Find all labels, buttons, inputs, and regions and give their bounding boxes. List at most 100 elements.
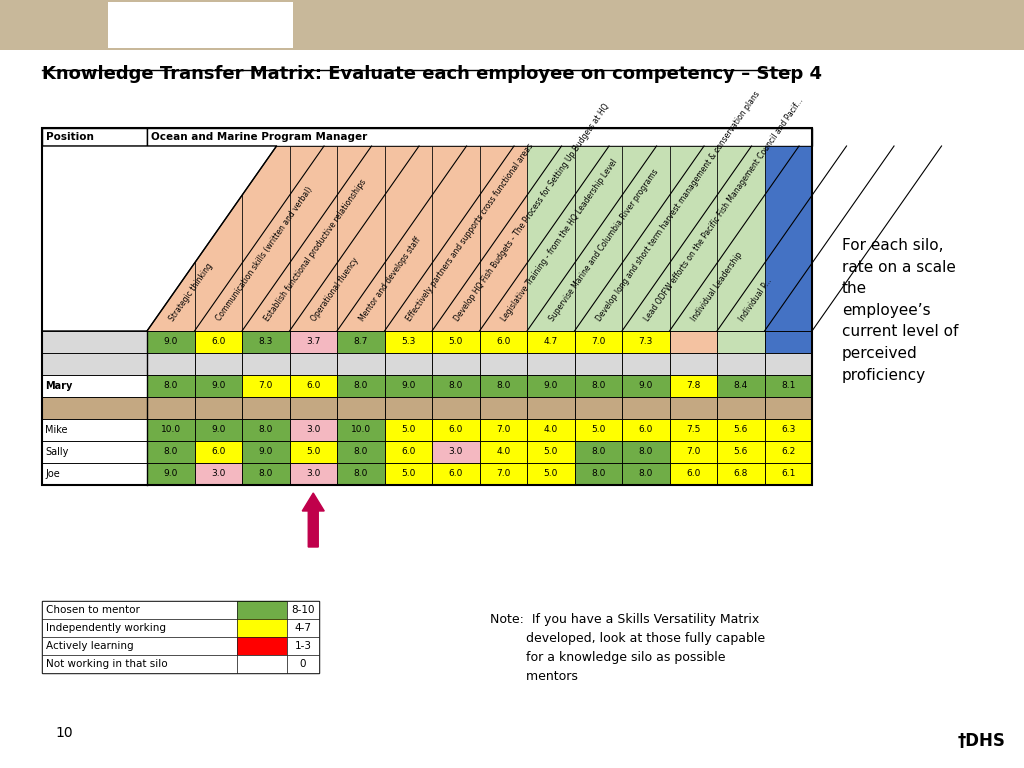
Text: 6.0: 6.0 <box>639 425 653 435</box>
Bar <box>717 146 765 331</box>
Bar <box>717 441 765 463</box>
Bar <box>574 397 622 419</box>
Bar <box>670 146 717 331</box>
Text: Ocean and Marine Program Manager: Ocean and Marine Program Manager <box>151 132 368 142</box>
Bar <box>337 353 384 375</box>
Text: 1-3: 1-3 <box>295 641 311 651</box>
Bar <box>479 397 527 419</box>
Text: 8.0: 8.0 <box>591 469 605 478</box>
Text: 8.0: 8.0 <box>353 469 368 478</box>
Text: 7.8: 7.8 <box>686 382 700 390</box>
Bar <box>384 331 432 353</box>
Text: Mary: Mary <box>45 381 73 391</box>
Text: 6.1: 6.1 <box>781 469 796 478</box>
Bar <box>147 441 195 463</box>
Bar <box>290 353 337 375</box>
Text: Legislative Training - from the HQ Leadership Level: Legislative Training - from the HQ Leade… <box>500 157 620 323</box>
Text: Chosen to mentor: Chosen to mentor <box>46 605 140 615</box>
Bar <box>42 419 147 441</box>
Text: 9.0: 9.0 <box>164 469 178 478</box>
Bar <box>765 463 812 485</box>
Bar <box>432 419 479 441</box>
Bar <box>765 331 812 353</box>
Bar <box>670 441 717 463</box>
Bar <box>384 146 432 331</box>
Bar <box>670 375 717 397</box>
Bar <box>42 128 147 146</box>
Bar <box>242 146 290 331</box>
Text: Mike: Mike <box>45 425 68 435</box>
Text: 9.0: 9.0 <box>544 382 558 390</box>
Text: 6.0: 6.0 <box>401 448 416 456</box>
Text: 8.0: 8.0 <box>639 448 653 456</box>
Bar <box>670 463 717 485</box>
Bar <box>622 353 670 375</box>
Bar <box>622 331 670 353</box>
Bar <box>479 463 527 485</box>
Bar <box>765 353 812 375</box>
Text: 5.0: 5.0 <box>401 469 416 478</box>
Bar <box>108 2 293 48</box>
Text: †DHS: †DHS <box>958 732 1006 750</box>
Text: 3.0: 3.0 <box>449 448 463 456</box>
Bar <box>287 601 319 619</box>
Bar <box>384 397 432 419</box>
Bar <box>42 397 147 419</box>
Bar <box>717 463 765 485</box>
Bar <box>147 353 195 375</box>
Text: Independently working: Independently working <box>46 623 166 633</box>
Bar <box>290 146 337 331</box>
Bar <box>290 419 337 441</box>
Text: 8.0: 8.0 <box>639 469 653 478</box>
Text: 10: 10 <box>55 726 73 740</box>
Text: 6.0: 6.0 <box>211 337 225 346</box>
Bar <box>717 331 765 353</box>
Text: 8.4: 8.4 <box>733 382 748 390</box>
Bar <box>527 397 574 419</box>
Bar <box>147 146 195 331</box>
Text: 8.0: 8.0 <box>353 382 368 390</box>
Bar <box>479 375 527 397</box>
Bar <box>384 419 432 441</box>
Text: Establish functional productive relationships: Establish functional productive relation… <box>262 177 368 323</box>
Text: 8.0: 8.0 <box>591 382 605 390</box>
Bar <box>717 353 765 375</box>
Text: 6.0: 6.0 <box>496 337 510 346</box>
Bar <box>147 419 195 441</box>
Text: 6.0: 6.0 <box>449 425 463 435</box>
Text: 9.0: 9.0 <box>639 382 653 390</box>
Text: 5.0: 5.0 <box>544 448 558 456</box>
Bar <box>765 375 812 397</box>
Bar <box>242 375 290 397</box>
Polygon shape <box>42 146 276 331</box>
Bar <box>42 463 147 485</box>
Text: 8.0: 8.0 <box>496 382 510 390</box>
Text: 5.0: 5.0 <box>306 448 321 456</box>
Text: 9.0: 9.0 <box>211 382 225 390</box>
Text: 6.0: 6.0 <box>686 469 700 478</box>
Bar <box>479 331 527 353</box>
Text: 5.6: 5.6 <box>733 448 748 456</box>
Bar <box>287 655 319 673</box>
Bar <box>670 353 717 375</box>
Text: 7.0: 7.0 <box>496 425 510 435</box>
Text: Develop long and short term harvest management & conservation plans: Develop long and short term harvest mana… <box>595 90 762 323</box>
Bar <box>42 601 237 619</box>
Text: 6.3: 6.3 <box>781 425 796 435</box>
Bar <box>242 441 290 463</box>
Bar <box>765 419 812 441</box>
Bar <box>479 419 527 441</box>
Bar <box>432 463 479 485</box>
Text: 9.0: 9.0 <box>164 337 178 346</box>
Bar <box>574 146 622 331</box>
Bar <box>242 463 290 485</box>
Text: 7.0: 7.0 <box>259 382 273 390</box>
Bar <box>479 146 527 331</box>
Text: 8.3: 8.3 <box>259 337 273 346</box>
Bar <box>717 397 765 419</box>
Bar <box>527 419 574 441</box>
Bar <box>147 375 195 397</box>
Bar <box>574 353 622 375</box>
Bar <box>287 619 319 637</box>
Bar <box>527 146 574 331</box>
